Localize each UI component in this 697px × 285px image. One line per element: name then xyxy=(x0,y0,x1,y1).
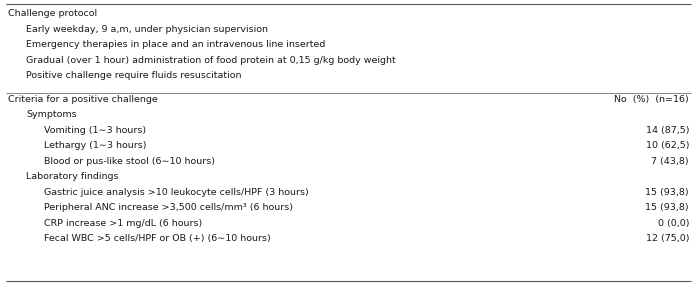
Text: Gastric juice analysis >10 leukocyte cells/HPF (3 hours): Gastric juice analysis >10 leukocyte cel… xyxy=(44,188,309,197)
Text: Vomiting (1∼3 hours): Vomiting (1∼3 hours) xyxy=(44,126,146,135)
Text: 15 (93,8): 15 (93,8) xyxy=(645,188,689,197)
Text: Symptoms: Symptoms xyxy=(26,110,77,119)
Text: Fecal WBC >5 cells/HPF or OB (+) (6∼10 hours): Fecal WBC >5 cells/HPF or OB (+) (6∼10 h… xyxy=(44,234,270,243)
Text: 0 (0,0): 0 (0,0) xyxy=(657,219,689,228)
Text: Challenge protocol: Challenge protocol xyxy=(8,9,97,18)
Text: Criteria for a positive challenge: Criteria for a positive challenge xyxy=(8,95,158,104)
Text: Gradual (over 1 hour) administration of food protein at 0,15 g/kg body weight: Gradual (over 1 hour) administration of … xyxy=(26,56,396,65)
Text: 14 (87,5): 14 (87,5) xyxy=(645,126,689,135)
Text: No  (%)  (n=16): No (%) (n=16) xyxy=(614,95,689,104)
Text: Laboratory findings: Laboratory findings xyxy=(26,172,118,181)
Text: Emergency therapies in place and an intravenous line inserted: Emergency therapies in place and an intr… xyxy=(26,40,325,49)
Text: 7 (43,8): 7 (43,8) xyxy=(652,157,689,166)
Text: Lethargy (1∼3 hours): Lethargy (1∼3 hours) xyxy=(44,141,146,150)
Text: 15 (93,8): 15 (93,8) xyxy=(645,203,689,212)
Text: 10 (62,5): 10 (62,5) xyxy=(645,141,689,150)
Text: CRP increase >1 mg/dL (6 hours): CRP increase >1 mg/dL (6 hours) xyxy=(44,219,202,228)
Text: Peripheral ANC increase >3,500 cells/mm³ (6 hours): Peripheral ANC increase >3,500 cells/mm³… xyxy=(44,203,293,212)
Text: Blood or pus-like stool (6∼10 hours): Blood or pus-like stool (6∼10 hours) xyxy=(44,157,215,166)
Text: Positive challenge require fluids resuscitation: Positive challenge require fluids resusc… xyxy=(26,71,241,80)
Text: 12 (75,0): 12 (75,0) xyxy=(645,234,689,243)
Text: Early weekday, 9 a,m, under physician supervision: Early weekday, 9 a,m, under physician su… xyxy=(26,25,268,34)
